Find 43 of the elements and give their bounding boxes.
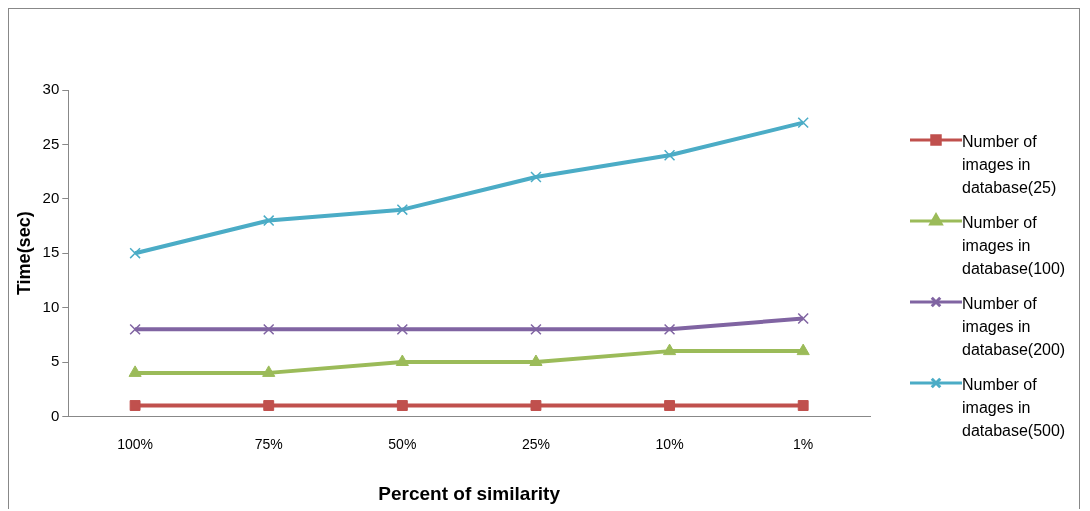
x-tick-label: 10%	[655, 435, 684, 452]
point	[529, 354, 543, 366]
x-tick-label: 100%	[117, 435, 153, 452]
x-tick-label: 1%	[793, 435, 814, 452]
point	[530, 400, 542, 411]
point	[797, 400, 809, 411]
y-tick-label: 5	[50, 352, 60, 370]
legend-label: Number of images in database(200)	[962, 294, 1066, 360]
legend-label: Number of images in database(100)	[962, 213, 1066, 279]
point	[129, 247, 141, 259]
y-tick-label: 30	[42, 80, 60, 98]
y-axis-title: Time(sec)	[13, 211, 34, 296]
point	[396, 400, 408, 411]
y-tick-label: 0	[50, 406, 60, 424]
point	[263, 400, 275, 411]
point	[263, 214, 275, 227]
legend-label: Number of images in database(500)	[962, 375, 1066, 441]
x-tick-label: 75%	[254, 435, 283, 452]
point	[396, 203, 409, 216]
point	[663, 343, 677, 356]
point	[530, 323, 542, 336]
x-tick-label: 25%	[521, 435, 550, 452]
point	[129, 400, 141, 411]
point	[530, 171, 542, 183]
point	[797, 116, 809, 129]
point	[664, 400, 676, 411]
point	[663, 149, 676, 161]
y-tick-label: 10	[42, 297, 60, 315]
point	[396, 323, 409, 336]
x-tick-label: 50%	[388, 435, 417, 452]
y-tick-label: 15	[42, 243, 60, 261]
point	[129, 323, 141, 336]
legend-label: Number of images in database(25)	[962, 132, 1058, 198]
point	[395, 354, 409, 366]
x-axis-title: Percent of similarity	[378, 482, 561, 504]
point	[663, 323, 676, 336]
point	[262, 365, 276, 377]
y-tick-label: 25	[42, 134, 60, 152]
y-tick-label: 20	[42, 188, 60, 206]
point	[797, 312, 809, 325]
point	[796, 343, 810, 356]
point	[263, 323, 275, 336]
point	[128, 365, 142, 377]
